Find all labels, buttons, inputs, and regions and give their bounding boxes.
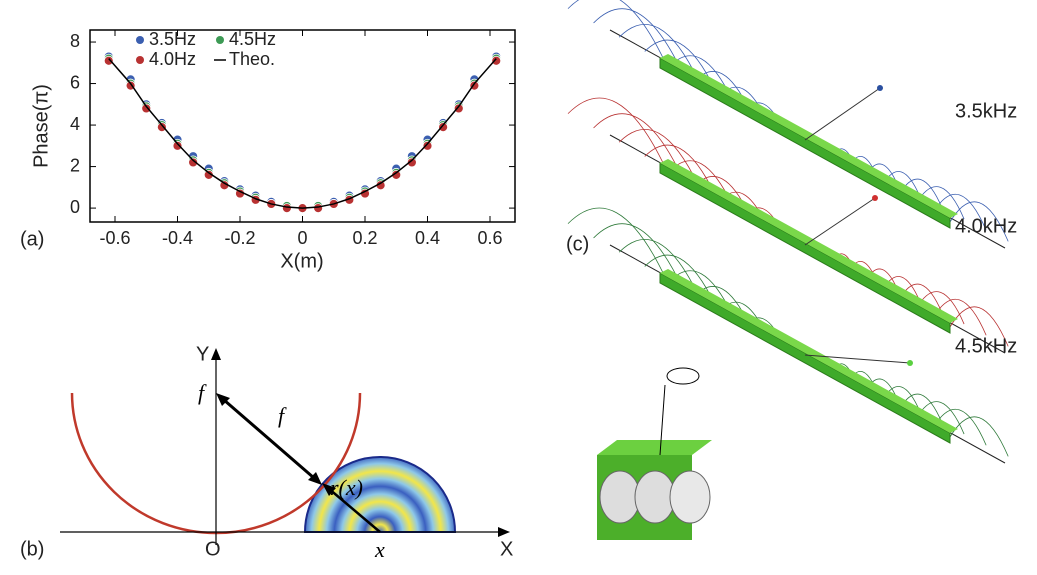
y-tick-label: 8 — [70, 31, 80, 51]
x-axis-label: X(m) — [280, 250, 323, 272]
frequency-label: 4.5kHz — [955, 335, 1017, 357]
speaker — [670, 471, 710, 523]
wave-arc — [568, 98, 665, 167]
radius-label: r(x) — [330, 475, 363, 500]
y-axis-label: Phase(π) — [30, 84, 52, 168]
axis-name: Y — [196, 343, 209, 365]
distance-label: f — [278, 403, 287, 428]
legend-marker — [216, 36, 224, 44]
panel-a: (a) X(m) Phase(π) -0.6 -0.4 -0.2 0 0.2 0.4 0.6… — [20, 29, 515, 273]
panel-label: (a) — [20, 228, 44, 250]
focus-dot — [872, 195, 878, 201]
figure: (a) X(m) Phase(π) -0.6 -0.4 -0.2 0 0.2 0.4 0.6… — [0, 0, 1037, 570]
focus-label: f — [198, 380, 207, 405]
arrowhead — [498, 527, 510, 537]
inset-marker — [667, 368, 699, 384]
legend-label: 4.0Hz — [149, 49, 196, 69]
position-label: x — [374, 537, 385, 562]
x-tick-label: 0 — [297, 228, 307, 248]
x-tick-label: -0.4 — [162, 228, 193, 248]
focus-line — [805, 88, 880, 140]
theory-line — [109, 59, 497, 208]
frequency-label: 3.5kHz — [955, 100, 1017, 122]
legend-marker — [136, 56, 144, 64]
panel-label: (b) — [20, 538, 44, 560]
data-point — [492, 56, 501, 65]
speaker — [600, 471, 640, 523]
inset-block — [597, 440, 712, 455]
axis-name: X — [500, 538, 513, 560]
focus-line — [805, 198, 875, 245]
y-tick-label: 2 — [70, 155, 80, 175]
focus-dot — [877, 85, 883, 91]
y-tick-label: 0 — [70, 197, 80, 217]
panel-c: (c) 3.5kHz 4.0kHz 4.5kHz — [566, 0, 1017, 540]
distance-arrow — [224, 400, 314, 478]
panel-label: (c) — [566, 233, 589, 255]
wavefront — [305, 457, 455, 532]
legend-label: 3.5Hz — [149, 29, 196, 49]
array-bar — [660, 269, 958, 433]
legend-marker — [136, 36, 144, 44]
y-tick-label: 6 — [70, 72, 80, 92]
x-tick-label: 0.4 — [415, 228, 440, 248]
origin-label: O — [205, 538, 221, 560]
x-tick-label: 0.2 — [352, 228, 377, 248]
panel-b: (b) Y X O f f r(x) x — [20, 343, 513, 562]
data-point — [282, 204, 291, 213]
x-tick-label: -0.2 — [224, 228, 255, 248]
speaker — [635, 471, 675, 523]
arrowhead — [211, 348, 221, 360]
data-point — [314, 204, 323, 213]
x-tick-label: -0.6 — [99, 228, 130, 248]
focus-dot — [907, 360, 913, 366]
legend-label: 4.5Hz — [229, 29, 276, 49]
frequency-label: 4.0kHz — [955, 215, 1017, 237]
x-tick-label: 0.6 — [477, 228, 502, 248]
legend-label: Theo. — [229, 49, 275, 69]
array-bar — [660, 58, 950, 228]
data-point — [104, 56, 113, 65]
y-tick-label: 4 — [70, 114, 80, 134]
